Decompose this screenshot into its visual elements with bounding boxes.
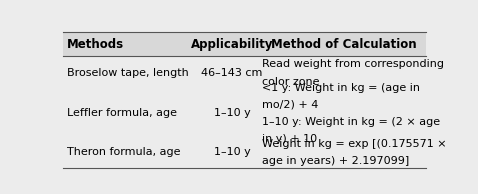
Text: Weight in kg = exp [(0.175571 ×: Weight in kg = exp [(0.175571 × [261,139,446,149]
Text: age in years) + 2.197099]: age in years) + 2.197099] [261,156,409,166]
Text: Read weight from corresponding: Read weight from corresponding [261,59,444,69]
Text: mo/2) + 4: mo/2) + 4 [261,100,318,110]
Text: Broselow tape, length: Broselow tape, length [67,68,189,78]
Text: 1–10 y: Weight in kg = (2 × age: 1–10 y: Weight in kg = (2 × age [261,117,440,127]
Text: Method of Calculation: Method of Calculation [271,38,417,51]
Text: Applicability: Applicability [191,38,273,51]
Text: Theron formula, age: Theron formula, age [67,147,181,158]
Text: in y) + 10: in y) + 10 [261,134,317,144]
Text: Leffler formula, age: Leffler formula, age [67,108,177,118]
Bar [64,32,426,56]
Text: 1–10 y: 1–10 y [214,108,250,118]
Text: <1 y: Weight in kg = (age in: <1 y: Weight in kg = (age in [261,82,420,93]
Text: 1–10 y: 1–10 y [214,147,250,158]
Text: 46–143 cm: 46–143 cm [201,68,263,78]
Text: Methods: Methods [67,38,124,51]
Text: color zone: color zone [261,77,319,87]
